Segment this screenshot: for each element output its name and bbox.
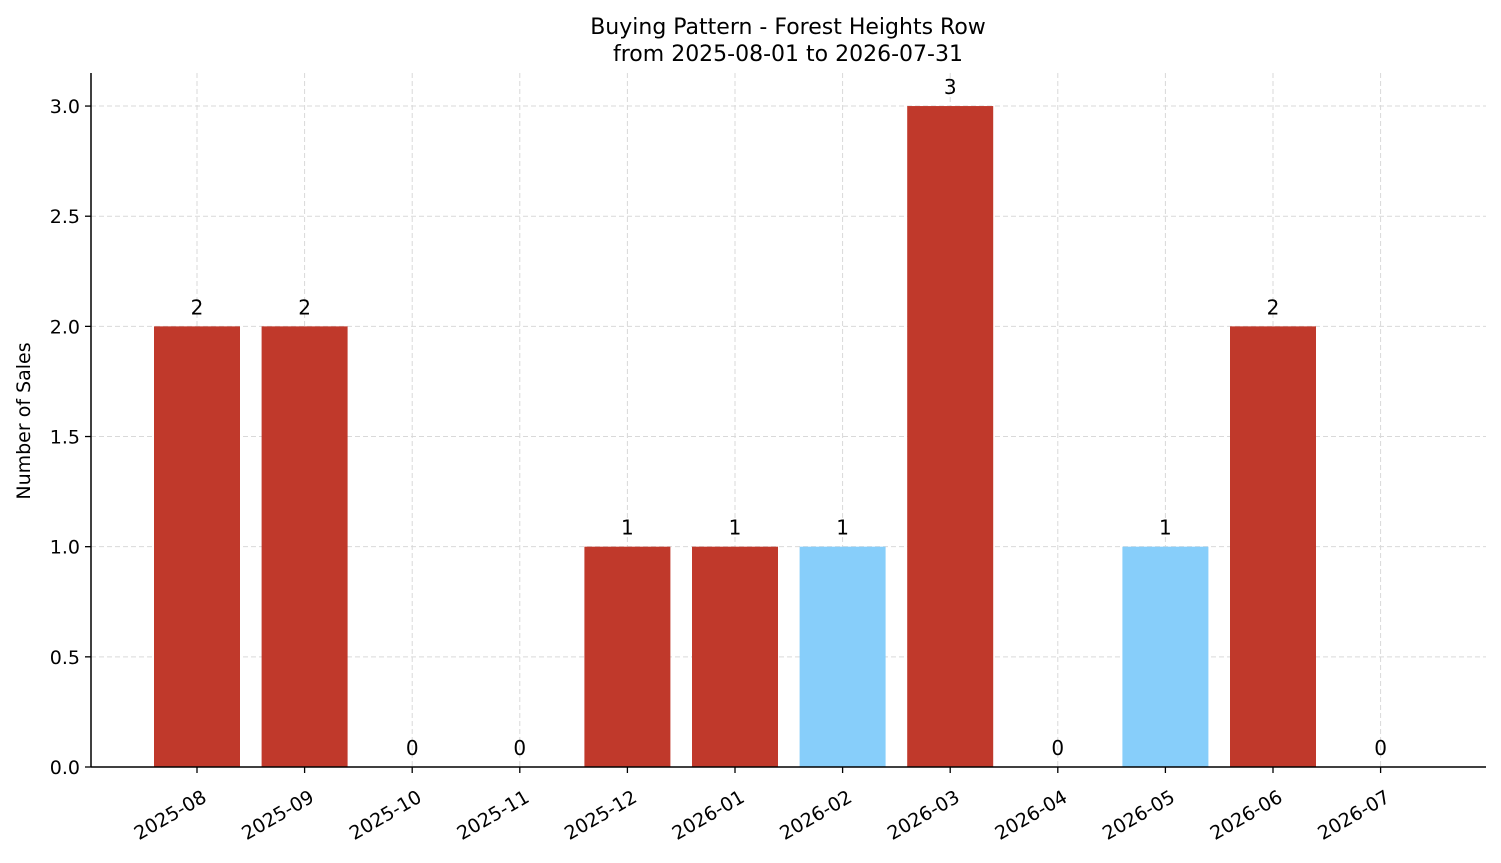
x-tick-label: 2025-09 [238,786,318,845]
x-tick-label: 2025-10 [346,786,426,845]
x-tick-label: 2026-07 [1314,786,1394,845]
y-tick-label: 2.0 [50,316,80,338]
data-label-2026-03: 3 [944,75,957,99]
x-ticks: 2025-08 2025-09 2025-10 2025-11 2025-12 2026-… [131,767,1394,845]
axes [90,73,1486,768]
x-tick-label: 2026-03 [884,786,964,845]
bar-2025-08 [154,326,240,767]
bar-2026-03 [907,106,994,768]
data-label-2025-10: 0 [406,736,419,760]
bar-2025-12 [584,546,671,767]
data-label-2026-05: 1 [1159,516,1172,540]
data-label-2026-02: 1 [836,516,849,540]
x-tick-label: 2025-11 [453,786,533,845]
data-label-2025-09: 2 [298,295,311,319]
data-label-2026-01: 1 [729,516,742,540]
bars [154,106,1316,768]
x-tick-label: 2026-01 [669,786,749,845]
x-tick-label: 2026-02 [776,786,856,845]
y-axis-label: Number of Sales [13,342,35,499]
x-tick-label: 2026-04 [991,786,1071,845]
y-tick-label: 2.5 [50,206,80,228]
chart-subtitle: from 2025-08-01 to 2026-07-31 [613,42,963,67]
y-tick-label: 1.5 [50,427,80,449]
y-tick-label: 0.0 [50,757,80,779]
x-tick-label: 2025-12 [561,786,641,845]
data-label-2026-06: 2 [1267,295,1280,319]
data-label-2025-12: 1 [621,516,634,540]
bar-2026-02 [799,546,886,767]
data-label-2025-08: 2 [191,295,204,319]
y-ticks: 0.0 0.5 1.0 1.5 2.0 2.5 3.0 [50,96,91,779]
data-labels: 2 2 0 0 1 1 1 3 0 1 2 0 [191,75,1387,760]
chart-title: Buying Pattern - Forest Heights Row [590,15,986,40]
y-tick-label: 1.0 [50,537,80,559]
x-tick-label: 2026-06 [1207,786,1287,845]
y-tick-label: 0.5 [50,647,80,669]
bar-2025-09 [261,326,348,767]
data-label-2025-11: 0 [513,736,526,760]
y-tick-label: 3.0 [50,96,80,118]
data-label-2026-04: 0 [1051,736,1064,760]
bar-2026-05 [1122,546,1209,767]
x-tick-label: 2025-08 [131,786,211,845]
bar-2026-01 [692,546,778,767]
x-tick-label: 2026-05 [1099,786,1179,845]
bar-2026-06 [1230,326,1316,767]
data-label-2026-07: 0 [1374,736,1387,760]
